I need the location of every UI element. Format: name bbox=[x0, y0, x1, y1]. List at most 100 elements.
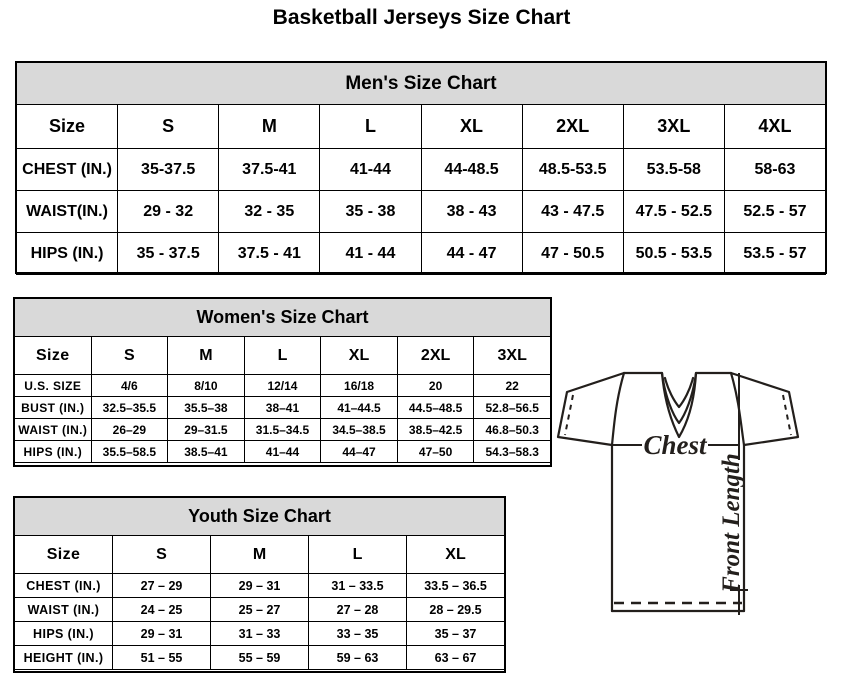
mens-hips-m: 37.5 - 41 bbox=[218, 232, 321, 275]
mens-waist-xl: 38 - 43 bbox=[420, 190, 523, 233]
youth-hips-xl: 35 – 37 bbox=[406, 621, 505, 646]
womens-bust-m: 35.5–38 bbox=[167, 396, 245, 419]
womens-ussize-s: 4/6 bbox=[90, 374, 169, 397]
mens-waist-3xl: 47.5 - 52.5 bbox=[622, 190, 725, 233]
mens-chest-l: 41-44 bbox=[319, 148, 422, 191]
youth-col-header-l: L bbox=[308, 535, 407, 574]
mens-col-header-size: Size bbox=[15, 104, 119, 149]
youth-col-header-s: S bbox=[112, 535, 211, 574]
womens-col-header-2xl: 2XL bbox=[396, 336, 475, 375]
table-title-row: Youth Size Chart bbox=[14, 497, 505, 536]
table-title-row: Women's Size Chart bbox=[14, 298, 551, 337]
womens-bust-2xl: 44.5–48.5 bbox=[396, 396, 475, 419]
womens-table-caption: Women's Size Chart bbox=[14, 298, 551, 337]
womens-ussize-m: 8/10 bbox=[167, 374, 245, 397]
front-length-label: Front Length bbox=[718, 453, 745, 594]
youth-hips-l: 33 – 35 bbox=[308, 621, 407, 646]
table-title-row: Men's Size Chart bbox=[16, 62, 826, 105]
womens-row-label-waist: WAIST (IN.) bbox=[14, 418, 92, 441]
womens-waist-s: 26–29 bbox=[90, 418, 169, 441]
youth-chest-xl: 33.5 – 36.5 bbox=[406, 573, 505, 598]
womens-ussize-xl: 16/18 bbox=[320, 374, 398, 397]
womens-bust-l: 38–41 bbox=[243, 396, 322, 419]
table-header-row: Size S M L XL 2XL 3XL 4XL bbox=[15, 104, 827, 149]
mens-hips-3xl: 50.5 - 53.5 bbox=[622, 232, 725, 275]
table-row: HIPS (IN.) 35.5–58.5 38.5–41 41–44 44–47… bbox=[14, 440, 551, 463]
mens-col-header-3xl: 3XL bbox=[622, 104, 725, 149]
table-row: CHEST (IN.) 27 – 29 29 – 31 31 – 33.5 33… bbox=[14, 573, 505, 598]
womens-hips-xl: 44–47 bbox=[320, 440, 398, 463]
table-row: BUST (IN.) 32.5–35.5 35.5–38 38–41 41–44… bbox=[14, 396, 551, 419]
youth-row-label-hips: HIPS (IN.) bbox=[14, 621, 113, 646]
womens-ussize-l: 12/14 bbox=[243, 374, 322, 397]
youth-col-header-size: Size bbox=[14, 535, 113, 574]
youth-hips-m: 31 – 33 bbox=[210, 621, 309, 646]
womens-bust-s: 32.5–35.5 bbox=[90, 396, 169, 419]
mens-chest-3xl: 53.5-58 bbox=[622, 148, 725, 191]
table-row: HIPS (IN.) 29 – 31 31 – 33 33 – 35 35 – … bbox=[14, 621, 505, 646]
womens-waist-l: 31.5–34.5 bbox=[243, 418, 322, 441]
table-header-row: Size S M L XL bbox=[14, 535, 505, 574]
mens-chest-4xl: 58-63 bbox=[723, 148, 827, 191]
womens-hips-l: 41–44 bbox=[243, 440, 322, 463]
womens-col-header-l: L bbox=[243, 336, 322, 375]
youth-col-header-xl: XL bbox=[406, 535, 505, 574]
mens-hips-l: 41 - 44 bbox=[319, 232, 422, 275]
jersey-measurement-diagram: Chest Front Length bbox=[534, 345, 834, 675]
mens-waist-2xl: 43 - 47.5 bbox=[521, 190, 624, 233]
womens-col-header-size: Size bbox=[14, 336, 92, 375]
youth-row-label-height: HEIGHT (IN.) bbox=[14, 645, 113, 670]
table-row: WAIST (IN.) 24 – 25 25 – 27 27 – 28 28 –… bbox=[14, 597, 505, 622]
mens-col-header-m: M bbox=[218, 104, 321, 149]
mens-col-header-2xl: 2XL bbox=[521, 104, 624, 149]
mens-col-header-s: S bbox=[117, 104, 220, 149]
youth-waist-s: 24 – 25 bbox=[112, 597, 211, 622]
womens-row-label-hips: HIPS (IN.) bbox=[14, 440, 92, 463]
womens-waist-m: 29–31.5 bbox=[167, 418, 245, 441]
youth-size-chart-table: Youth Size Chart Size S M L XL CHEST (IN… bbox=[14, 497, 505, 670]
mens-waist-4xl: 52.5 - 57 bbox=[723, 190, 827, 233]
womens-row-label-bust: BUST (IN.) bbox=[14, 396, 92, 419]
womens-size-chart-table: Women's Size Chart Size S M L XL 2XL 3XL… bbox=[14, 298, 551, 463]
jersey-outline-shape bbox=[556, 371, 800, 613]
youth-height-l: 59 – 63 bbox=[308, 645, 407, 670]
mens-hips-2xl: 47 - 50.5 bbox=[521, 232, 624, 275]
mens-waist-l: 35 - 38 bbox=[319, 190, 422, 233]
youth-row-label-chest: CHEST (IN.) bbox=[14, 573, 113, 598]
youth-table-caption: Youth Size Chart bbox=[14, 497, 505, 536]
womens-hips-2xl: 47–50 bbox=[396, 440, 475, 463]
mens-chest-m: 37.5-41 bbox=[218, 148, 321, 191]
chest-label: Chest bbox=[643, 430, 708, 460]
youth-waist-xl: 28 – 29.5 bbox=[406, 597, 505, 622]
sleeve-cuff-dashes bbox=[564, 394, 792, 436]
mens-chest-2xl: 48.5-53.5 bbox=[521, 148, 624, 191]
youth-col-header-m: M bbox=[210, 535, 309, 574]
mens-chest-s: 35-37.5 bbox=[117, 148, 220, 191]
table-header-row: Size S M L XL 2XL 3XL bbox=[14, 336, 551, 375]
page-title: Basketball Jerseys Size Chart bbox=[272, 6, 571, 29]
youth-hips-s: 29 – 31 bbox=[112, 621, 211, 646]
mens-row-label-hips: HIPS (IN.) bbox=[15, 232, 119, 275]
mens-hips-xl: 44 - 47 bbox=[420, 232, 523, 275]
front-length-measure-line bbox=[730, 373, 748, 615]
mens-table-caption: Men's Size Chart bbox=[16, 62, 826, 105]
womens-row-label-us-size: U.S. SIZE bbox=[14, 374, 92, 397]
youth-waist-m: 25 – 27 bbox=[210, 597, 309, 622]
womens-col-header-s: S bbox=[90, 336, 169, 375]
womens-col-header-m: M bbox=[167, 336, 245, 375]
womens-waist-2xl: 38.5–42.5 bbox=[396, 418, 475, 441]
youth-height-m: 55 – 59 bbox=[210, 645, 309, 670]
youth-chest-l: 31 – 33.5 bbox=[308, 573, 407, 598]
mens-size-chart-table: Men's Size Chart Size S M L XL 2XL 3XL 4… bbox=[15, 62, 827, 275]
table-row: WAIST(IN.) 29 - 32 32 - 35 35 - 38 38 - … bbox=[15, 190, 827, 233]
mens-row-label-chest: CHEST (IN.) bbox=[15, 148, 119, 191]
left-sleeve-cuff-dash bbox=[564, 394, 574, 436]
youth-waist-l: 27 – 28 bbox=[308, 597, 407, 622]
womens-hips-s: 35.5–58.5 bbox=[90, 440, 169, 463]
youth-height-xl: 63 – 67 bbox=[406, 645, 505, 670]
womens-waist-xl: 34.5–38.5 bbox=[320, 418, 398, 441]
table-row: HIPS (IN.) 35 - 37.5 37.5 - 41 41 - 44 4… bbox=[15, 232, 827, 275]
womens-ussize-3xl: 22 bbox=[473, 374, 551, 397]
table-row: HEIGHT (IN.) 51 – 55 55 – 59 59 – 63 63 … bbox=[14, 645, 505, 670]
womens-hips-m: 38.5–41 bbox=[167, 440, 245, 463]
